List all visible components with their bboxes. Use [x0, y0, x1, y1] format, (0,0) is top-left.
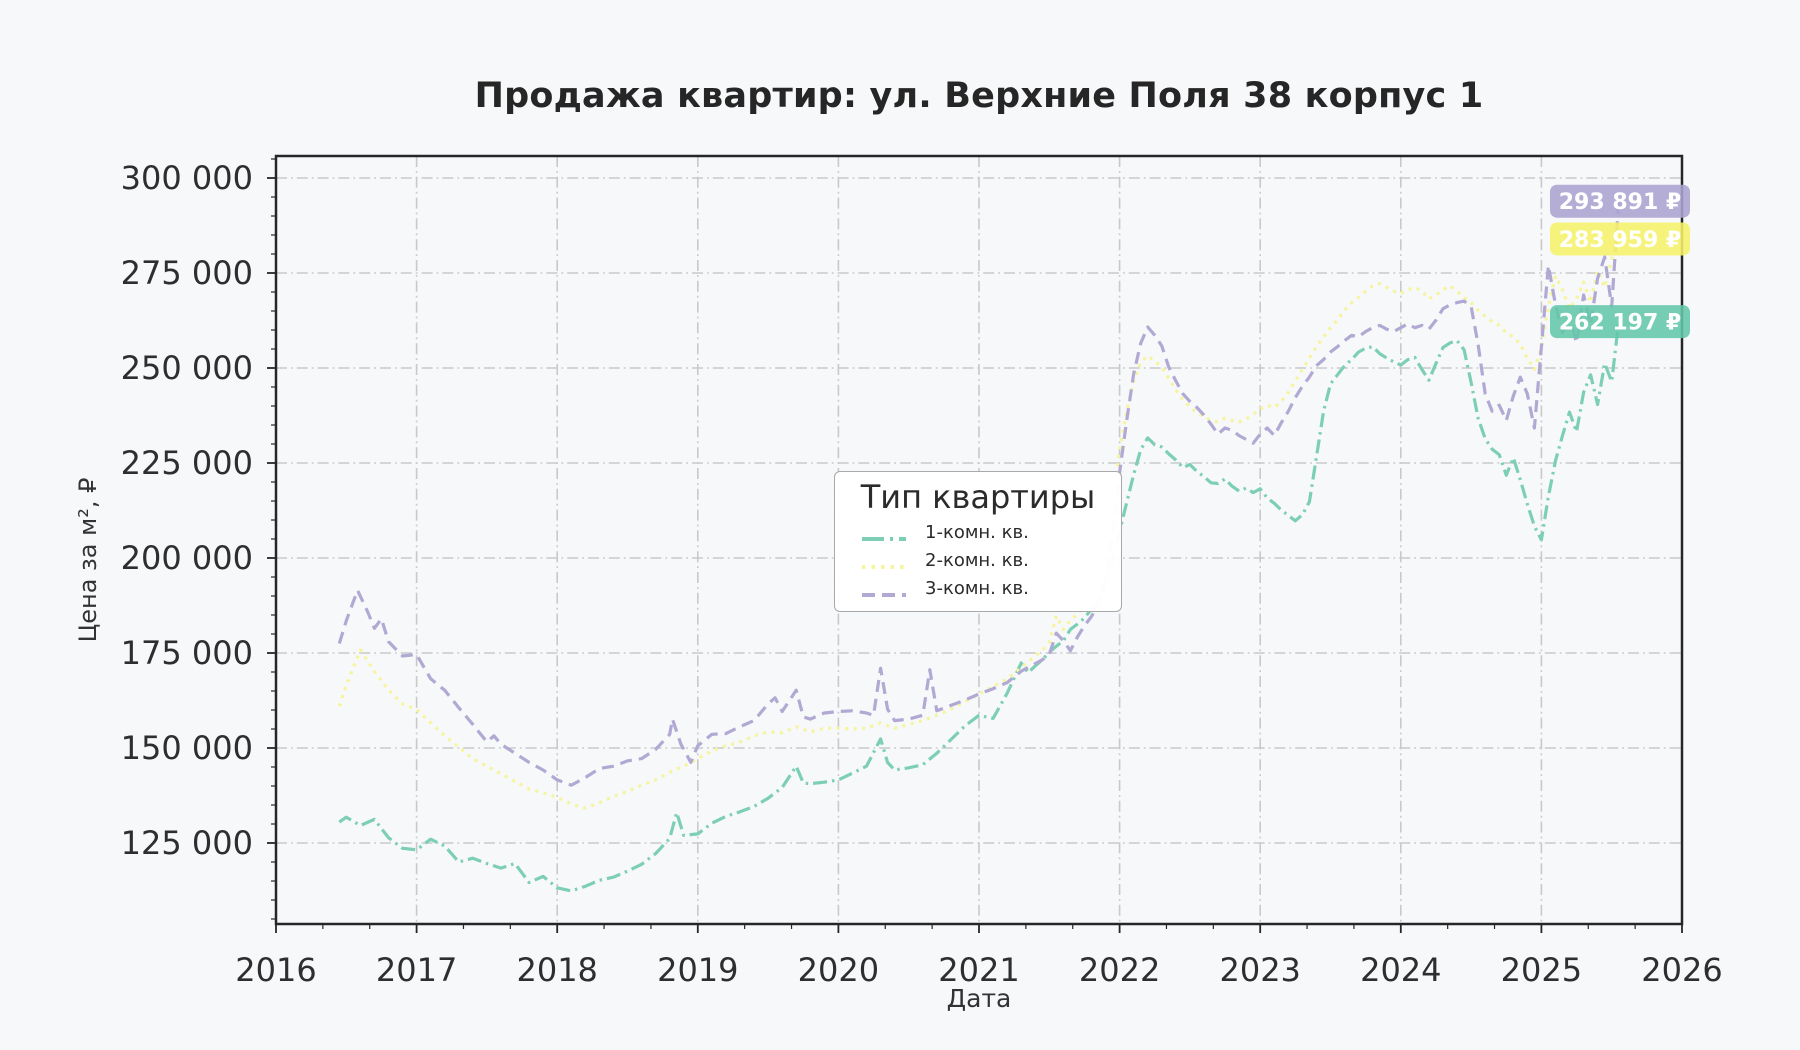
legend-item-label: 2-комн. кв.	[925, 549, 1029, 571]
y-tick-label: 150 000	[121, 729, 253, 767]
end-value-badge-3room	[1550, 184, 1690, 218]
x-tick-label: 2022	[1079, 951, 1160, 989]
series-line-1room	[338, 321, 1621, 893]
y-tick-label: 275 000	[121, 254, 253, 292]
x-tick-label: 2017	[376, 951, 457, 989]
chart-title: Продажа квартир: ул. Верхние Поля 38 кор…	[474, 76, 1484, 116]
x-tick-label: 2023	[1219, 951, 1300, 989]
y-tick-label: 125 000	[121, 824, 253, 862]
end-value-label: 283 959 ₽	[1559, 228, 1681, 253]
y-tick-label: 175 000	[121, 634, 253, 672]
line-sample-3room-icon	[861, 584, 907, 598]
legend-item-1room: 1-комн. кв.	[845, 518, 1111, 546]
x-tick-label: 2024	[1360, 951, 1441, 989]
legend-item-label: 1-комн. кв.	[925, 521, 1029, 543]
legend-item-label: 3-комн. кв.	[925, 577, 1029, 599]
x-tick-label: 2018	[516, 951, 597, 989]
series-line-2room	[337, 238, 1621, 810]
y-tick-label: 300 000	[121, 159, 253, 197]
x-tick-label: 2021	[938, 951, 1019, 989]
x-tick-label: 2026	[1641, 951, 1722, 989]
line-sample-2room-icon	[861, 556, 907, 570]
end-value-badge-2room	[1550, 222, 1690, 256]
legend-item-2room: 2-комн. кв.	[845, 546, 1111, 574]
legend-item-3room: 3-комн. кв.	[845, 574, 1111, 602]
y-tick-label: 200 000	[121, 539, 253, 577]
axes-spines	[274, 154, 1684, 926]
y-tick-label: 250 000	[121, 349, 253, 387]
legend-title: Тип квартиры	[860, 478, 1096, 516]
x-tick-label: 2020	[798, 951, 879, 989]
end-value-label: 262 197 ₽	[1559, 311, 1681, 336]
end-value-badge-1room	[1550, 305, 1690, 339]
end-value-label: 293 891 ₽	[1559, 190, 1681, 215]
x-tick-label: 2019	[657, 951, 738, 989]
x-tick-label: 2025	[1501, 951, 1582, 989]
legend: Тип квартиры 1-комн. кв. 2-комн. кв. 3-к…	[834, 471, 1122, 612]
y-axis-label: Цена за м², ₽	[74, 477, 102, 643]
line-sample-1room-icon	[861, 528, 907, 542]
x-tick-label: 2016	[235, 951, 316, 989]
y-tick-label: 225 000	[121, 444, 253, 482]
x-axis-label: Дата	[946, 984, 1012, 1013]
